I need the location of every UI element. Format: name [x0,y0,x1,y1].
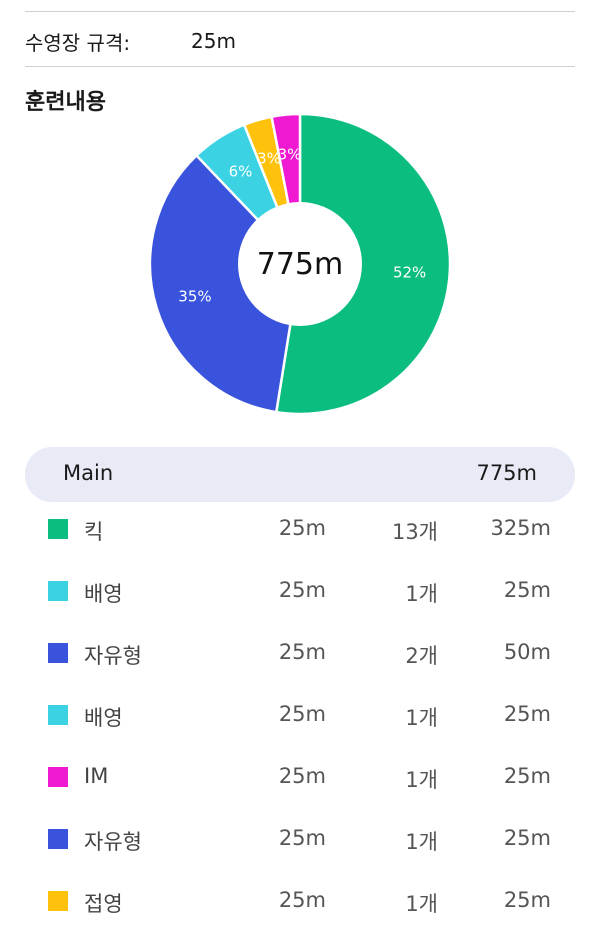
main-summary-bar: Main 775m [25,447,575,502]
pool-size-row: 수영장 규격: 25m [25,26,236,56]
donut-chart: 775m 52% 35% 6% 3% 3% [140,104,460,424]
donut-hole [238,202,362,326]
stroke-name: 자유형 [84,830,142,854]
lap-distance: 25m [278,578,326,602]
section-title: 훈련내용 [25,90,106,115]
lap-distance: 25m [278,516,326,540]
lap-distance: 25m [278,826,326,850]
slice-percent-label: 3% [257,149,281,167]
lap-count: 1개 [405,706,438,730]
chart-center-label: 775m [257,247,343,282]
slice-percent-label: 6% [229,162,253,180]
lap-count: 2개 [405,644,438,668]
training-row: 접영 25m 1개 25m [0,872,600,934]
stroke-name: 접영 [84,892,123,916]
top-divider [25,11,575,12]
color-swatch [48,643,68,663]
color-swatch [48,829,68,849]
training-row: 배영 25m 1개 25m [0,562,600,624]
stroke-name: IM [84,764,109,788]
row-total: 325m [490,516,551,540]
lap-count: 1개 [405,768,438,792]
color-swatch [48,519,68,539]
lap-count: 1개 [405,892,438,916]
summary-total: 775m [476,461,537,485]
training-row: 자유형 25m 1개 25m [0,810,600,872]
stroke-name: 킥 [84,520,104,544]
lap-count: 1개 [405,582,438,606]
lap-distance: 25m [278,702,326,726]
color-swatch [48,891,68,911]
donut-chart-svg: 775m 52%35%6%3%3% [148,112,452,416]
training-row: IM 25m 1개 25m [0,748,600,810]
slice-percent-label: 35% [178,288,211,306]
stroke-name: 배영 [84,582,123,606]
pool-size-label: 수영장 규격: [25,30,131,55]
lap-distance: 25m [278,764,326,788]
stroke-name: 자유형 [84,644,142,668]
color-swatch [48,767,68,787]
slice-percent-label: 52% [393,264,426,282]
row-total: 25m [503,702,551,726]
lap-count: 13개 [391,520,438,544]
lap-distance: 25m [278,888,326,912]
pool-divider [25,66,575,67]
row-total: 25m [503,578,551,602]
lap-count: 1개 [405,830,438,854]
slice-percent-label: 3% [278,145,302,163]
training-row: 자유형 25m 2개 50m [0,624,600,686]
row-total: 50m [503,640,551,664]
lap-distance: 25m [278,640,326,664]
color-swatch [48,705,68,725]
training-row: 킥 25m 13개 325m [0,500,600,562]
row-total: 25m [503,826,551,850]
training-row: 배영 25m 1개 25m [0,686,600,748]
pie-slice [148,153,302,414]
color-swatch [48,581,68,601]
row-total: 25m [503,764,551,788]
pie-slice [274,112,452,416]
summary-label: Main [63,461,114,485]
pool-size-value: 25m [191,29,236,53]
row-total: 25m [503,888,551,912]
stroke-name: 배영 [84,706,123,730]
training-list: 킥 25m 13개 325m 배영 25m 1개 25m 자유형 25m 2개 … [0,500,600,934]
